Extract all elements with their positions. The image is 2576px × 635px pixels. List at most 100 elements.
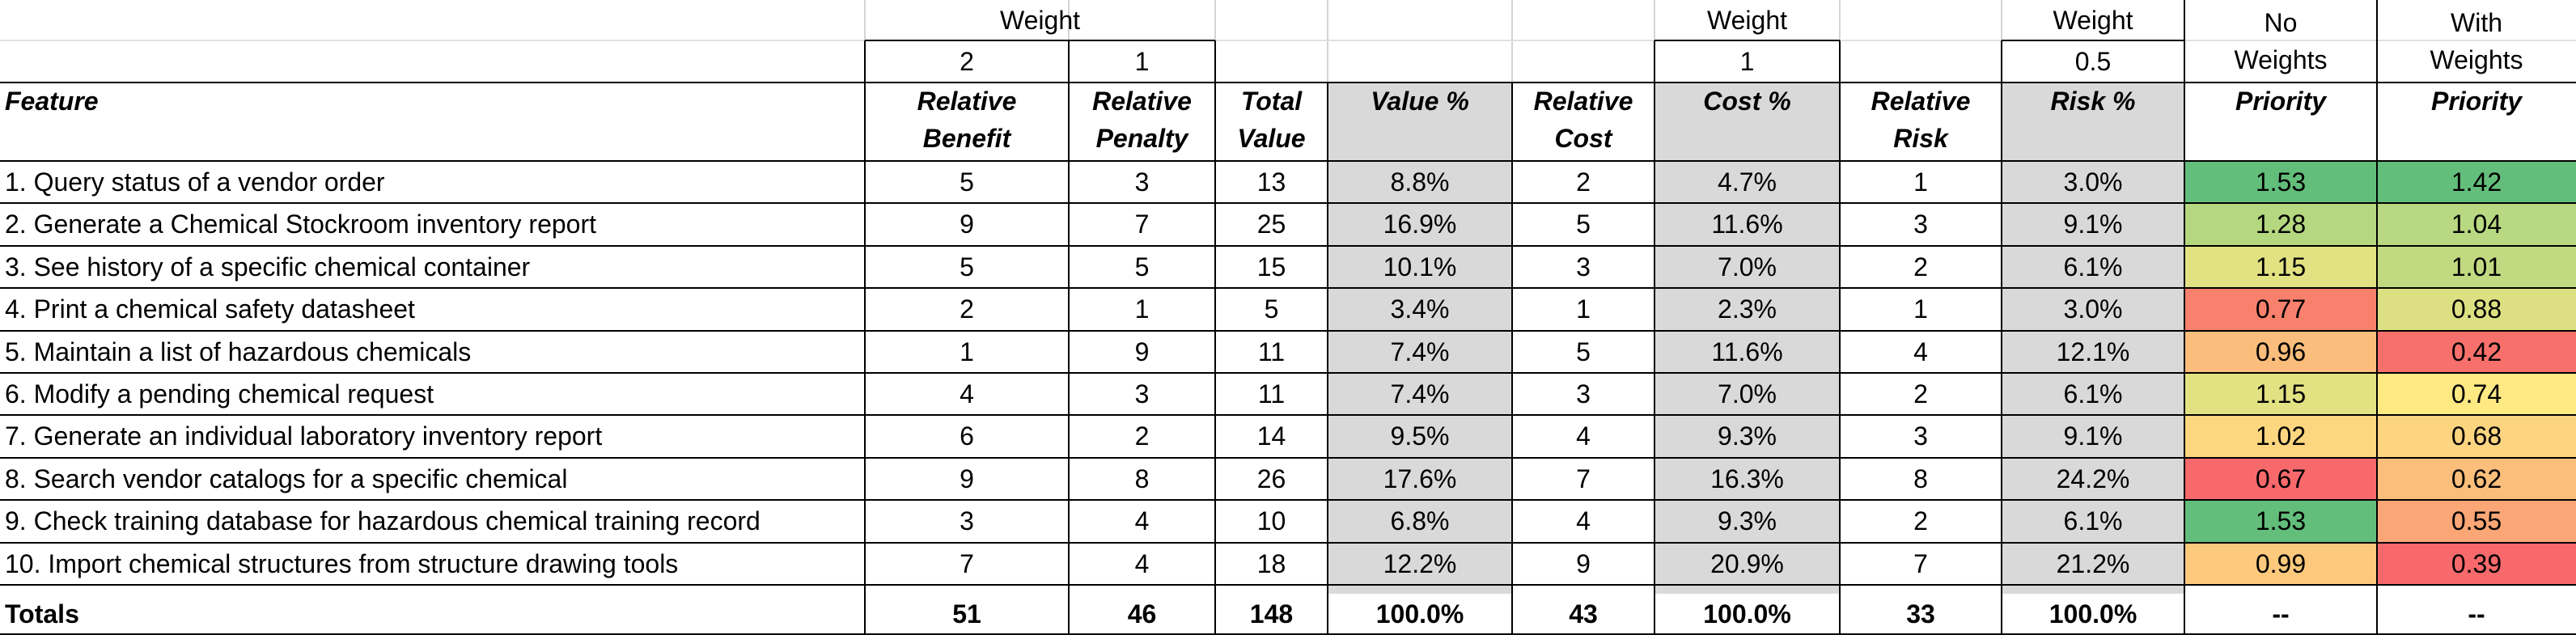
row-4-feature[interactable]: 4. Print a chemical safety datasheet: [5, 294, 415, 324]
header-with-weights[interactable]: With Weights: [2377, 0, 2576, 83]
row-4-total[interactable]: 5: [1264, 294, 1279, 324]
row-5-feature[interactable]: 5. Maintain a list of hazardous chemical…: [5, 337, 472, 366]
row-4-value-pct[interactable]: 3.4%: [1390, 294, 1450, 324]
row-9-risk-pct[interactable]: 6.1%: [2063, 506, 2123, 536]
row-9-cost[interactable]: 4: [1576, 506, 1591, 536]
row-3-penalty[interactable]: 5: [1134, 252, 1150, 282]
row-6-cost[interactable]: 3: [1576, 379, 1591, 409]
totals-penalty[interactable]: 46: [1127, 599, 1157, 629]
row-4-risk[interactable]: 1: [1913, 294, 1928, 324]
row-7-total[interactable]: 14: [1256, 421, 1286, 451]
row-7-prio-w[interactable]: 0.68: [2377, 415, 2576, 458]
header-no-weights[interactable]: No Weights: [2184, 0, 2377, 83]
row-7-value-pct[interactable]: 9.5%: [1390, 421, 1450, 451]
header-relative-penalty[interactable]: Relative Penalty: [1069, 83, 1215, 161]
header-priority-no-weights[interactable]: Priority: [2235, 87, 2327, 116]
row-3-value-pct[interactable]: 10.1%: [1383, 252, 1457, 282]
row-4-benefit[interactable]: 2: [960, 294, 974, 324]
header-relative-cost[interactable]: Relative Cost: [1512, 83, 1654, 161]
row-1-cost-pct[interactable]: 4.7%: [1718, 167, 1777, 197]
row-7-risk-pct[interactable]: 9.1%: [2063, 421, 2123, 451]
row-9-prio-no[interactable]: 1.53: [2184, 500, 2377, 543]
row-5-risk[interactable]: 4: [1913, 337, 1928, 366]
row-1-prio-w[interactable]: 1.42: [2377, 161, 2576, 204]
row-6-prio-no[interactable]: 1.15: [2184, 373, 2377, 416]
row-5-cost[interactable]: 5: [1576, 337, 1591, 366]
row-5-penalty[interactable]: 9: [1134, 337, 1150, 366]
row-10-cost[interactable]: 9: [1576, 548, 1591, 578]
row-8-cost-pct[interactable]: 16.3%: [1710, 464, 1784, 493]
row-4-cost[interactable]: 1: [1576, 294, 1591, 324]
row-9-benefit[interactable]: 3: [960, 506, 974, 536]
row-1-risk-pct[interactable]: 3.0%: [2063, 167, 2123, 197]
weight-cost-value[interactable]: 1: [1739, 46, 1755, 76]
row-8-total[interactable]: 26: [1256, 464, 1286, 493]
row-6-risk[interactable]: 2: [1913, 379, 1928, 409]
row-2-prio-no[interactable]: 1.28: [2184, 203, 2377, 246]
row-8-penalty[interactable]: 8: [1134, 464, 1150, 493]
row-7-prio-no[interactable]: 1.02: [2184, 415, 2377, 458]
totals-prio-w[interactable]: --: [2468, 599, 2485, 629]
row-3-risk-pct[interactable]: 6.1%: [2063, 252, 2123, 282]
weight-benefit-value[interactable]: 2: [960, 46, 974, 76]
row-7-cost[interactable]: 4: [1576, 421, 1591, 451]
header-cost-pct[interactable]: Cost %: [1654, 83, 1840, 161]
totals-prio-no[interactable]: --: [2272, 599, 2290, 629]
row-5-benefit[interactable]: 1: [960, 337, 974, 366]
row-5-prio-w[interactable]: 0.42: [2377, 330, 2576, 373]
row-5-prio-no[interactable]: 0.96: [2184, 330, 2377, 373]
row-9-feature[interactable]: 9. Check training database for hazardous…: [5, 506, 761, 536]
row-3-cost-pct[interactable]: 7.0%: [1718, 252, 1777, 282]
row-2-total[interactable]: 25: [1256, 210, 1286, 239]
row-2-value-pct[interactable]: 16.9%: [1383, 210, 1457, 239]
row-6-total[interactable]: 11: [1257, 379, 1286, 409]
totals-benefit[interactable]: 51: [952, 599, 981, 629]
row-7-cost-pct[interactable]: 9.3%: [1718, 421, 1777, 451]
row-2-feature[interactable]: 2. Generate a Chemical Stockroom invento…: [5, 210, 596, 239]
row-1-benefit[interactable]: 5: [960, 167, 974, 197]
row-8-cost[interactable]: 7: [1576, 464, 1591, 493]
row-10-risk[interactable]: 7: [1913, 548, 1928, 578]
header-priority-with-weights[interactable]: Priority: [2430, 87, 2523, 116]
row-9-value-pct[interactable]: 6.8%: [1390, 506, 1450, 536]
row-6-cost-pct[interactable]: 7.0%: [1718, 379, 1777, 409]
header-value-pct[interactable]: Value %: [1328, 83, 1512, 161]
row-1-penalty[interactable]: 3: [1134, 167, 1150, 197]
weight-label-risk[interactable]: Weight: [2053, 5, 2133, 35]
row-3-cost[interactable]: 3: [1576, 252, 1591, 282]
row-6-benefit[interactable]: 4: [960, 379, 974, 409]
row-5-risk-pct[interactable]: 12.1%: [2056, 337, 2130, 366]
row-1-total[interactable]: 13: [1256, 167, 1286, 197]
weight-risk-value[interactable]: 0.5: [2074, 46, 2112, 76]
row-4-prio-w[interactable]: 0.88: [2377, 288, 2576, 331]
row-2-penalty[interactable]: 7: [1134, 210, 1150, 239]
row-3-feature[interactable]: 3. See history of a specific chemical co…: [5, 252, 531, 282]
row-6-value-pct[interactable]: 7.4%: [1390, 379, 1450, 409]
row-4-risk-pct[interactable]: 3.0%: [2063, 294, 2123, 324]
row-8-risk-pct[interactable]: 24.2%: [2056, 464, 2130, 493]
row-2-cost[interactable]: 5: [1576, 210, 1591, 239]
row-10-penalty[interactable]: 4: [1134, 548, 1150, 578]
row-10-cost-pct[interactable]: 20.9%: [1710, 548, 1784, 578]
row-3-risk[interactable]: 2: [1913, 252, 1928, 282]
row-8-benefit[interactable]: 9: [960, 464, 974, 493]
header-relative-risk[interactable]: Relative Risk: [1840, 83, 2002, 161]
weight-label-benefit[interactable]: Weight: [999, 5, 1080, 35]
row-1-risk[interactable]: 1: [1913, 167, 1928, 197]
row-7-feature[interactable]: 7. Generate an individual laboratory inv…: [5, 421, 603, 451]
weight-penalty-value[interactable]: 1: [1134, 46, 1150, 76]
row-4-cost-pct[interactable]: 2.3%: [1718, 294, 1777, 324]
header-risk-pct[interactable]: Risk %: [2002, 83, 2184, 161]
row-7-penalty[interactable]: 2: [1134, 421, 1150, 451]
totals-label[interactable]: Totals: [5, 599, 79, 629]
totals-cost-pct[interactable]: 100.0%: [1703, 599, 1791, 629]
row-3-prio-w[interactable]: 1.01: [2377, 245, 2576, 289]
row-5-total[interactable]: 11: [1257, 337, 1286, 366]
row-2-risk[interactable]: 3: [1913, 210, 1928, 239]
row-6-risk-pct[interactable]: 6.1%: [2063, 379, 2123, 409]
row-1-cost[interactable]: 2: [1576, 167, 1591, 197]
row-10-benefit[interactable]: 7: [960, 548, 974, 578]
row-9-penalty[interactable]: 4: [1134, 506, 1150, 536]
header-total-value[interactable]: Total Value: [1215, 83, 1328, 161]
row-10-total[interactable]: 18: [1256, 548, 1286, 578]
